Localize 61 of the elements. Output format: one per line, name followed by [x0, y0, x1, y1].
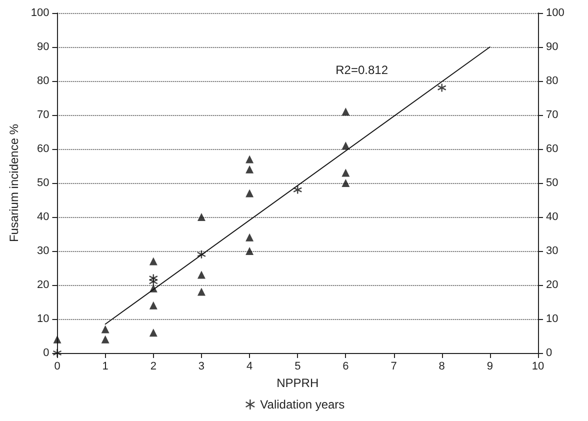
y-tick-label: 80 — [37, 75, 50, 87]
point — [149, 257, 158, 266]
point — [149, 328, 158, 337]
y2-tick-label: 90 — [546, 41, 558, 53]
y2-tick-label: 80 — [546, 75, 558, 87]
y2-tick-label: 20 — [546, 279, 558, 291]
x-tick-label: 4 — [246, 360, 253, 372]
point — [342, 179, 350, 187]
x-tick-label: 0 — [54, 360, 60, 372]
point — [293, 185, 302, 194]
y2-tick-label: 100 — [546, 7, 564, 19]
point — [197, 270, 206, 279]
point — [246, 189, 254, 198]
point — [342, 108, 350, 116]
y2-tick-label: 70 — [546, 109, 558, 121]
y2-tick-label: 0 — [546, 347, 552, 359]
x-tick-label: 10 — [532, 360, 544, 372]
y2-tick-label: 30 — [546, 245, 558, 257]
y-tick-label: 30 — [37, 245, 50, 257]
y-tick-label: 10 — [37, 313, 50, 325]
x-tick-label: 5 — [294, 360, 301, 372]
point — [246, 247, 254, 255]
y-tick-label: 60 — [37, 143, 50, 155]
x-tick-label: 3 — [198, 360, 205, 372]
point — [196, 250, 206, 259]
y-axis-title: Fusarium incidence % — [7, 124, 21, 242]
point — [101, 335, 110, 344]
y2-tick-label: 60 — [546, 143, 558, 155]
point — [197, 213, 206, 221]
x-tick-label: 6 — [342, 360, 349, 372]
y2-tick-label: 50 — [546, 177, 558, 189]
point — [342, 142, 350, 150]
y-tick-label: 50 — [37, 177, 50, 189]
y-tick-label: 0 — [43, 347, 50, 359]
point — [148, 277, 158, 286]
annotation: R2=0.812 — [336, 63, 388, 77]
y-tick-label: 20 — [37, 279, 50, 291]
point — [149, 301, 158, 310]
x-tick-label: 8 — [438, 360, 445, 372]
x-tick-label: 7 — [390, 360, 397, 372]
point — [246, 165, 254, 174]
point — [437, 83, 446, 92]
point — [197, 288, 206, 296]
y-tick-label: 70 — [37, 109, 50, 121]
point — [342, 168, 350, 177]
point — [148, 274, 158, 283]
y-tick-label: 100 — [30, 7, 50, 19]
point — [101, 325, 110, 334]
point — [246, 233, 254, 242]
y-tick-label: 90 — [37, 41, 50, 53]
y2-tick-label: 10 — [546, 313, 558, 325]
point — [149, 284, 158, 292]
legend-label: Validation years — [260, 398, 345, 412]
y2-tick-label: 40 — [546, 211, 558, 223]
x-tick-label: 1 — [102, 360, 108, 372]
y-tick-label: 40 — [37, 211, 50, 223]
x-axis-title: NPPRH — [276, 376, 319, 390]
point — [246, 155, 254, 164]
x-tick-label: 2 — [150, 360, 156, 372]
point — [53, 335, 62, 344]
x-tick-label: 9 — [486, 360, 493, 372]
